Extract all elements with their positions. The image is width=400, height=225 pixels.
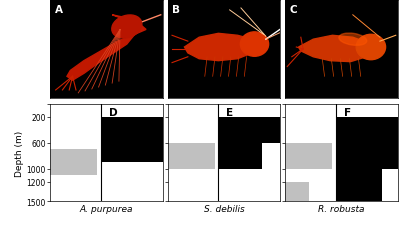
- Ellipse shape: [356, 35, 386, 61]
- Text: A: A: [54, 5, 62, 15]
- Text: D: D: [109, 107, 117, 117]
- Polygon shape: [67, 16, 146, 81]
- Text: C: C: [290, 5, 297, 15]
- Text: F: F: [344, 107, 351, 117]
- Polygon shape: [298, 36, 373, 62]
- X-axis label: R. robusta: R. robusta: [318, 204, 365, 213]
- X-axis label: S. debilis: S. debilis: [204, 204, 244, 213]
- Polygon shape: [184, 34, 258, 61]
- Ellipse shape: [112, 16, 142, 39]
- Ellipse shape: [240, 33, 269, 57]
- Text: E: E: [226, 107, 233, 117]
- Y-axis label: Depth (m): Depth (m): [15, 130, 24, 176]
- X-axis label: A. purpurea: A. purpurea: [80, 204, 133, 213]
- Ellipse shape: [339, 34, 367, 46]
- Text: B: B: [172, 5, 180, 15]
